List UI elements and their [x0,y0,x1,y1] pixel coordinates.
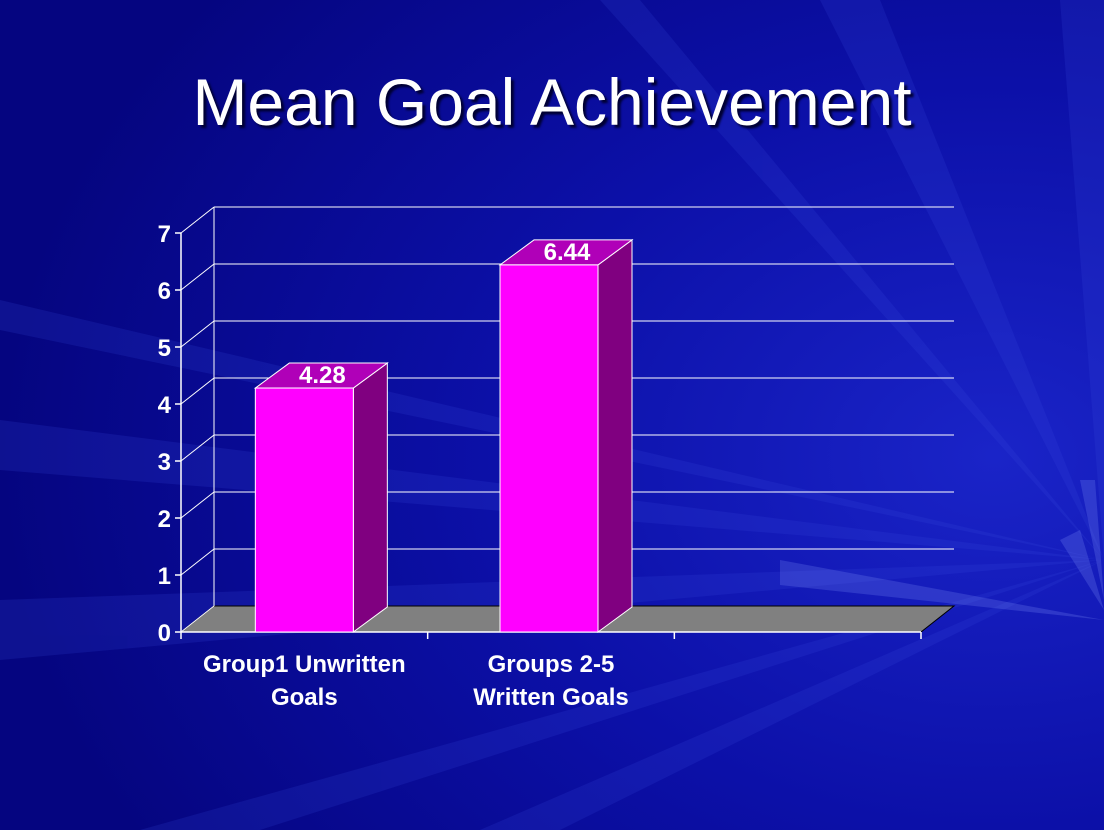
bar-side [352,362,388,633]
y-tick-label: 4 [158,392,172,419]
x-category-label: Goals [271,684,338,711]
gridline-side [180,377,215,405]
data-label: 4.28 [299,362,346,389]
gridline-side [180,206,215,234]
gridline-side [180,548,215,576]
bar-side [597,238,633,633]
y-tick-label: 5 [158,335,171,362]
data-label: 6.44 [544,239,591,266]
y-tick-label: 2 [158,506,171,533]
y-tick-label: 6 [158,278,171,305]
gridline-side [180,263,215,291]
slide-title: Mean Goal Achievement [192,65,912,139]
bar [499,264,599,633]
gridline-side [180,491,215,519]
x-category-label: Groups 2-5 [488,651,615,678]
y-tick-label: 7 [158,221,171,248]
y-tick-label: 0 [158,620,171,647]
y-tick-label: 1 [158,563,171,590]
x-category-label: Written Goals [473,684,629,711]
gridline-side [180,434,215,462]
gridline-side [180,605,215,633]
gridline-side [180,320,215,348]
y-tick-label: 3 [158,449,171,476]
x-category-label: Group1 Unwritten [203,651,406,678]
bar [254,387,354,633]
